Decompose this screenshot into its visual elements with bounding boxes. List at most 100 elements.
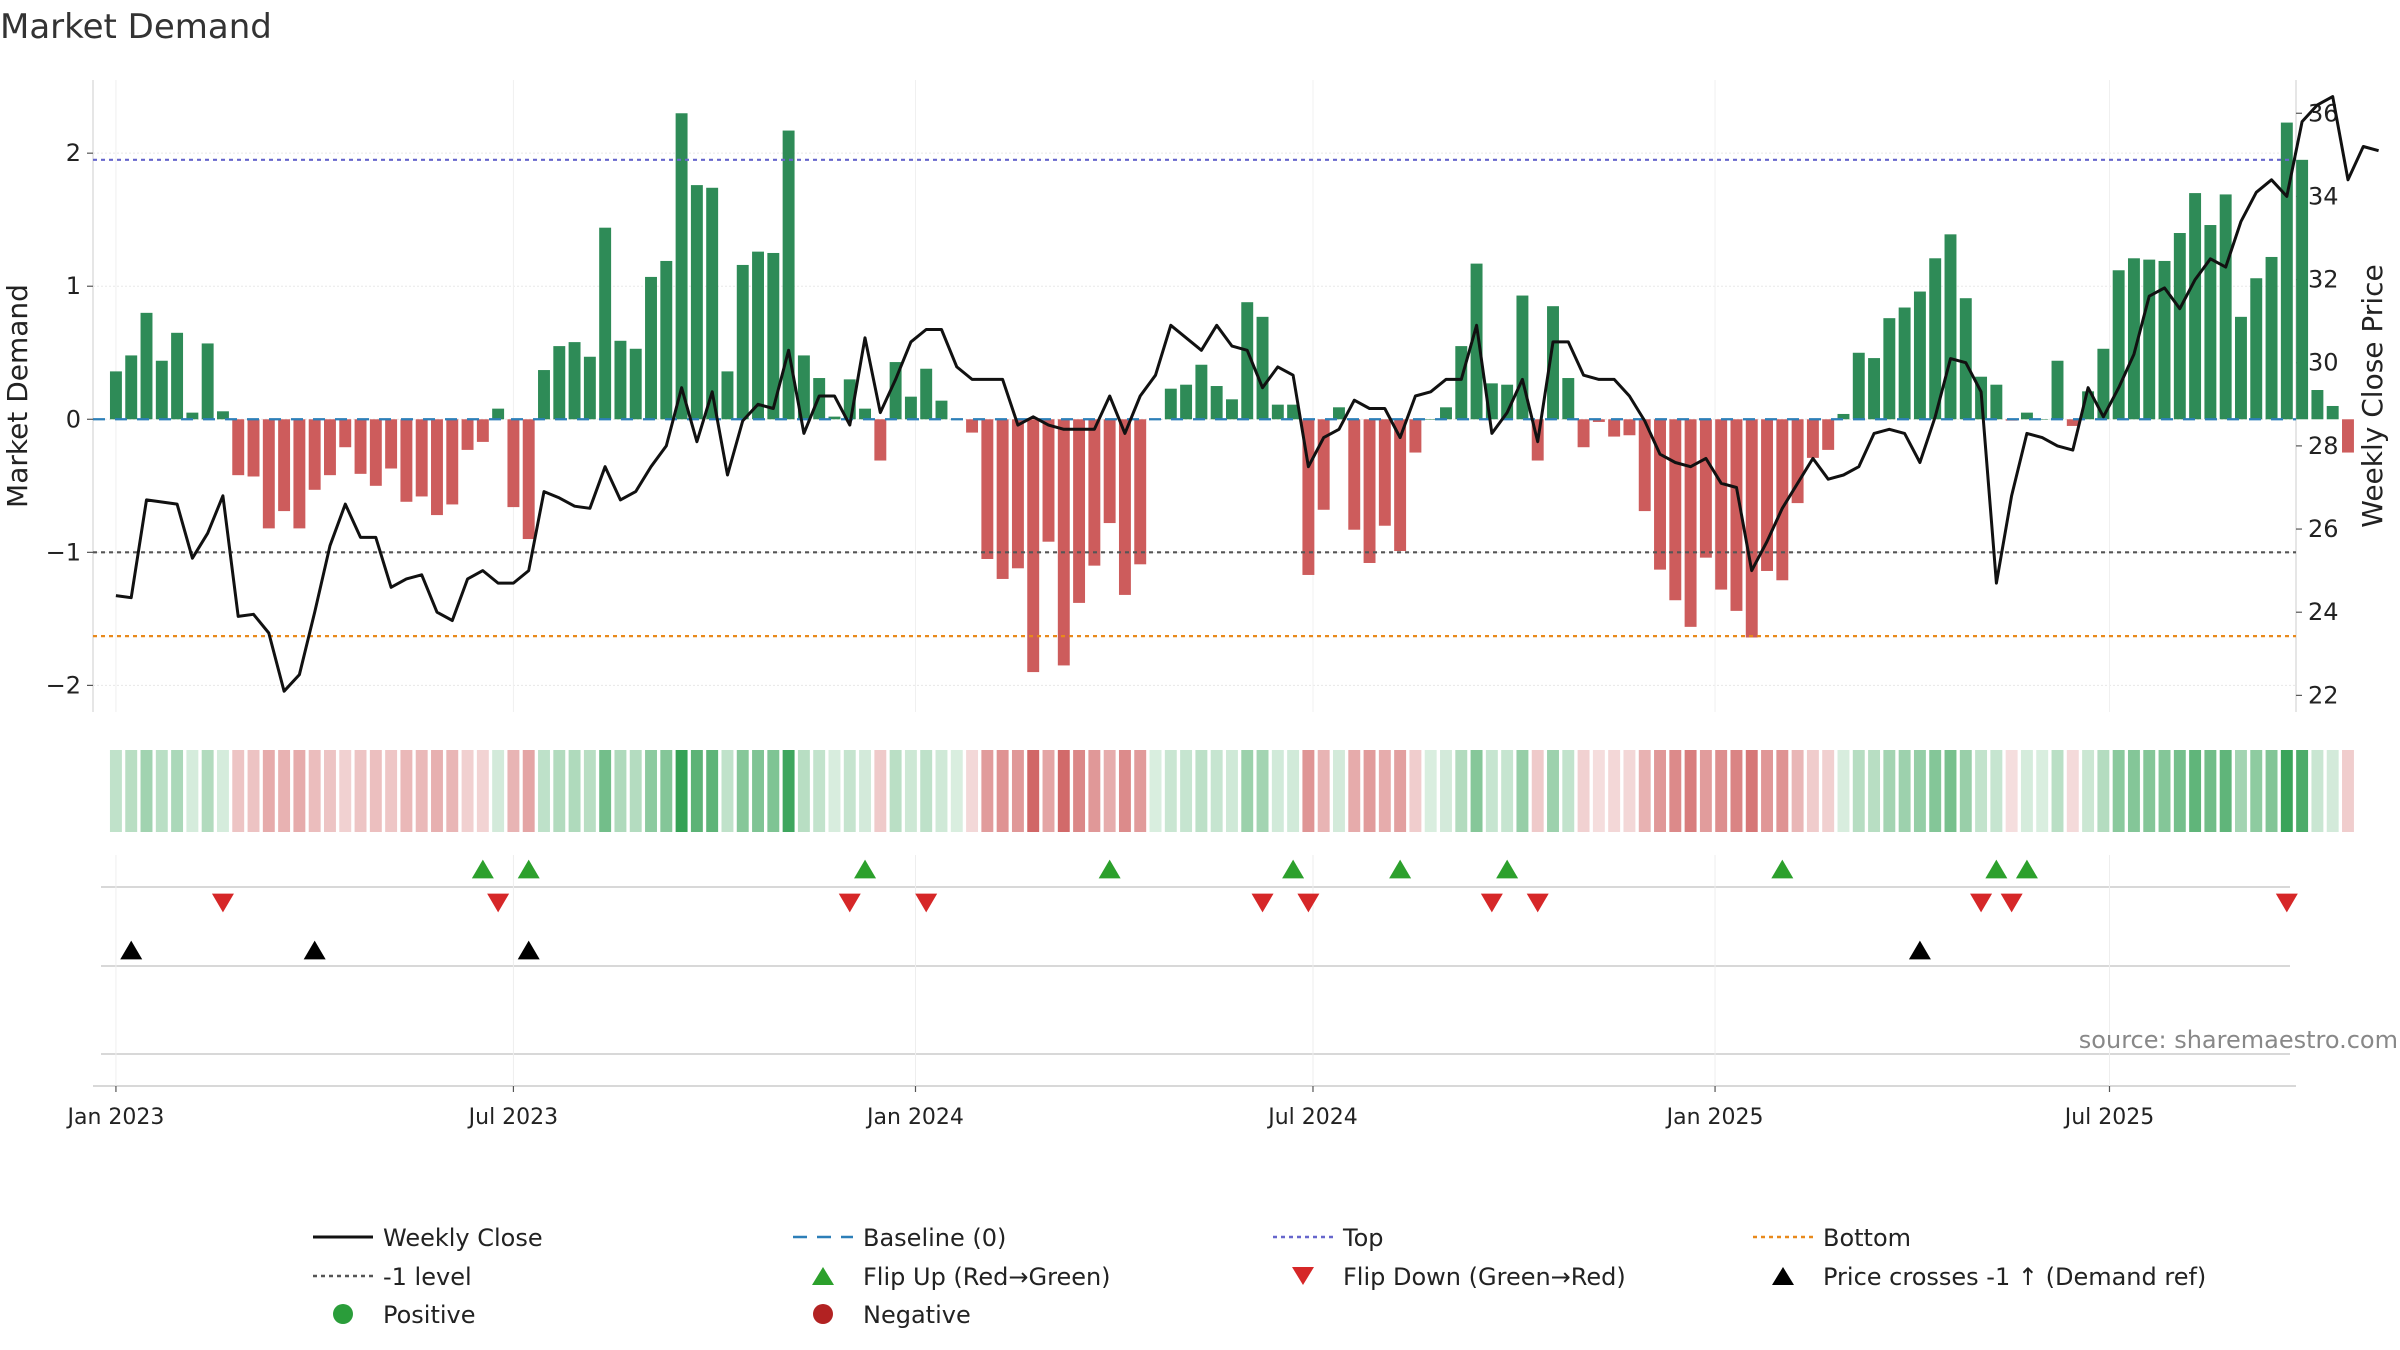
heat-cell (2005, 750, 2018, 832)
demand-bar (645, 276, 657, 420)
demand-bar (920, 368, 933, 420)
demand-bar (2066, 419, 2079, 426)
heat-cell (1394, 750, 1407, 832)
heat-cell (1027, 750, 1040, 832)
flip-down-marker (1297, 893, 1320, 913)
heat-cell (400, 750, 413, 832)
heat-cell (1088, 750, 1101, 832)
demand-bar (109, 371, 122, 420)
heat-cell (859, 750, 872, 832)
demand-bar (415, 419, 428, 497)
heat-cell (171, 750, 184, 832)
heat-cell (2189, 750, 2202, 832)
demand-bar (369, 419, 382, 486)
demand-bar (2143, 259, 2156, 420)
heat-cell (2265, 750, 2278, 832)
heat-cell (2158, 750, 2171, 832)
heat-cell (1378, 750, 1391, 832)
demand-bar (1333, 407, 1345, 420)
demand-bar (2036, 419, 2049, 420)
heat-cell (1990, 750, 2003, 832)
weekly-close-line (115, 95, 2379, 693)
heat-cell (1241, 750, 1254, 832)
heat-cell (828, 750, 841, 832)
demand-bar (171, 332, 184, 420)
demand-bar (782, 130, 795, 420)
heat-cell (354, 750, 367, 832)
demand-bar (1256, 316, 1269, 420)
flip-up-marker (471, 859, 494, 879)
demand-bar (1317, 419, 1330, 510)
demand-bar (553, 346, 566, 420)
left-tick-label: 2 (66, 139, 81, 167)
heat-cell (201, 750, 214, 832)
signal-markers-panel (93, 855, 2298, 1087)
heat-cell (1791, 750, 1804, 832)
flip-up-marker (1098, 859, 1121, 879)
heat-cell (996, 750, 1009, 832)
demand-bar (2265, 256, 2278, 420)
demand-bar (2235, 316, 2247, 420)
demand-bar (522, 419, 535, 540)
demand-bar (201, 343, 214, 420)
demand-bar (1180, 384, 1193, 420)
price-cross-marker (303, 940, 326, 960)
flip-down-marker (487, 893, 510, 913)
heat-cell (599, 750, 612, 832)
demand-bar (1868, 358, 1881, 420)
demand-bar (354, 419, 367, 474)
heat-cell (232, 750, 245, 832)
demand-bar (981, 419, 994, 559)
flip-up-marker (854, 859, 877, 879)
heat-cell (1699, 750, 1712, 832)
demand-bar (385, 419, 398, 469)
left-axis-title: Market Demand (1, 284, 34, 508)
demand-bar (1378, 419, 1391, 526)
demand-bar (1898, 307, 1911, 420)
heat-cell (2173, 750, 2186, 832)
demand-bar (1241, 302, 1254, 420)
left-tick-label: 1 (66, 272, 81, 300)
heat-cell (2082, 750, 2095, 832)
demand-bar (461, 419, 474, 450)
heat-cell (308, 750, 321, 832)
demand-bar (721, 371, 734, 420)
demand-bar (828, 416, 841, 420)
demand-bar (2296, 159, 2309, 420)
demand-bar (476, 419, 489, 442)
flip-up-marker (1985, 859, 2008, 879)
demand-bar (966, 419, 979, 433)
heat-cell (935, 750, 948, 832)
heat-cell (1959, 750, 1972, 832)
demand-bar (1883, 318, 1896, 420)
heat-cell (1975, 750, 1988, 832)
heat-cell (767, 750, 780, 832)
left-tick-label: 0 (66, 405, 81, 433)
flip-down-marker (1480, 893, 1503, 913)
demand-bar (2250, 278, 2263, 420)
heat-cell (262, 750, 275, 832)
heat-cell (645, 750, 657, 832)
heat-cell (1868, 750, 1881, 832)
heat-cell (2250, 750, 2263, 832)
demand-bar (1409, 419, 1422, 453)
heat-cell (109, 750, 122, 832)
heat-cell (1225, 750, 1238, 832)
flip-down-marker (2275, 893, 2298, 913)
heat-cell (1424, 750, 1437, 832)
x-axis: Jan 2023 Jul 2023 Jan 2024 Jul 2024 Jan 2025… (65, 1086, 2154, 1130)
demand-bar (2342, 419, 2354, 453)
demand-bar (935, 400, 948, 420)
demand-bar (1027, 419, 1040, 673)
demand-bar (1011, 419, 1024, 569)
heat-cell (324, 750, 336, 832)
heat-cell (339, 750, 352, 832)
heat-cell (385, 750, 398, 832)
legend-swatch-circle (333, 1304, 353, 1324)
right-tick-label: 34 (2308, 182, 2339, 210)
demand-bar (1592, 419, 1605, 422)
demand-bar (690, 185, 703, 420)
heat-cell (2219, 750, 2232, 832)
legend-label: Weekly Close (383, 1224, 543, 1252)
heat-cell (1516, 750, 1529, 832)
